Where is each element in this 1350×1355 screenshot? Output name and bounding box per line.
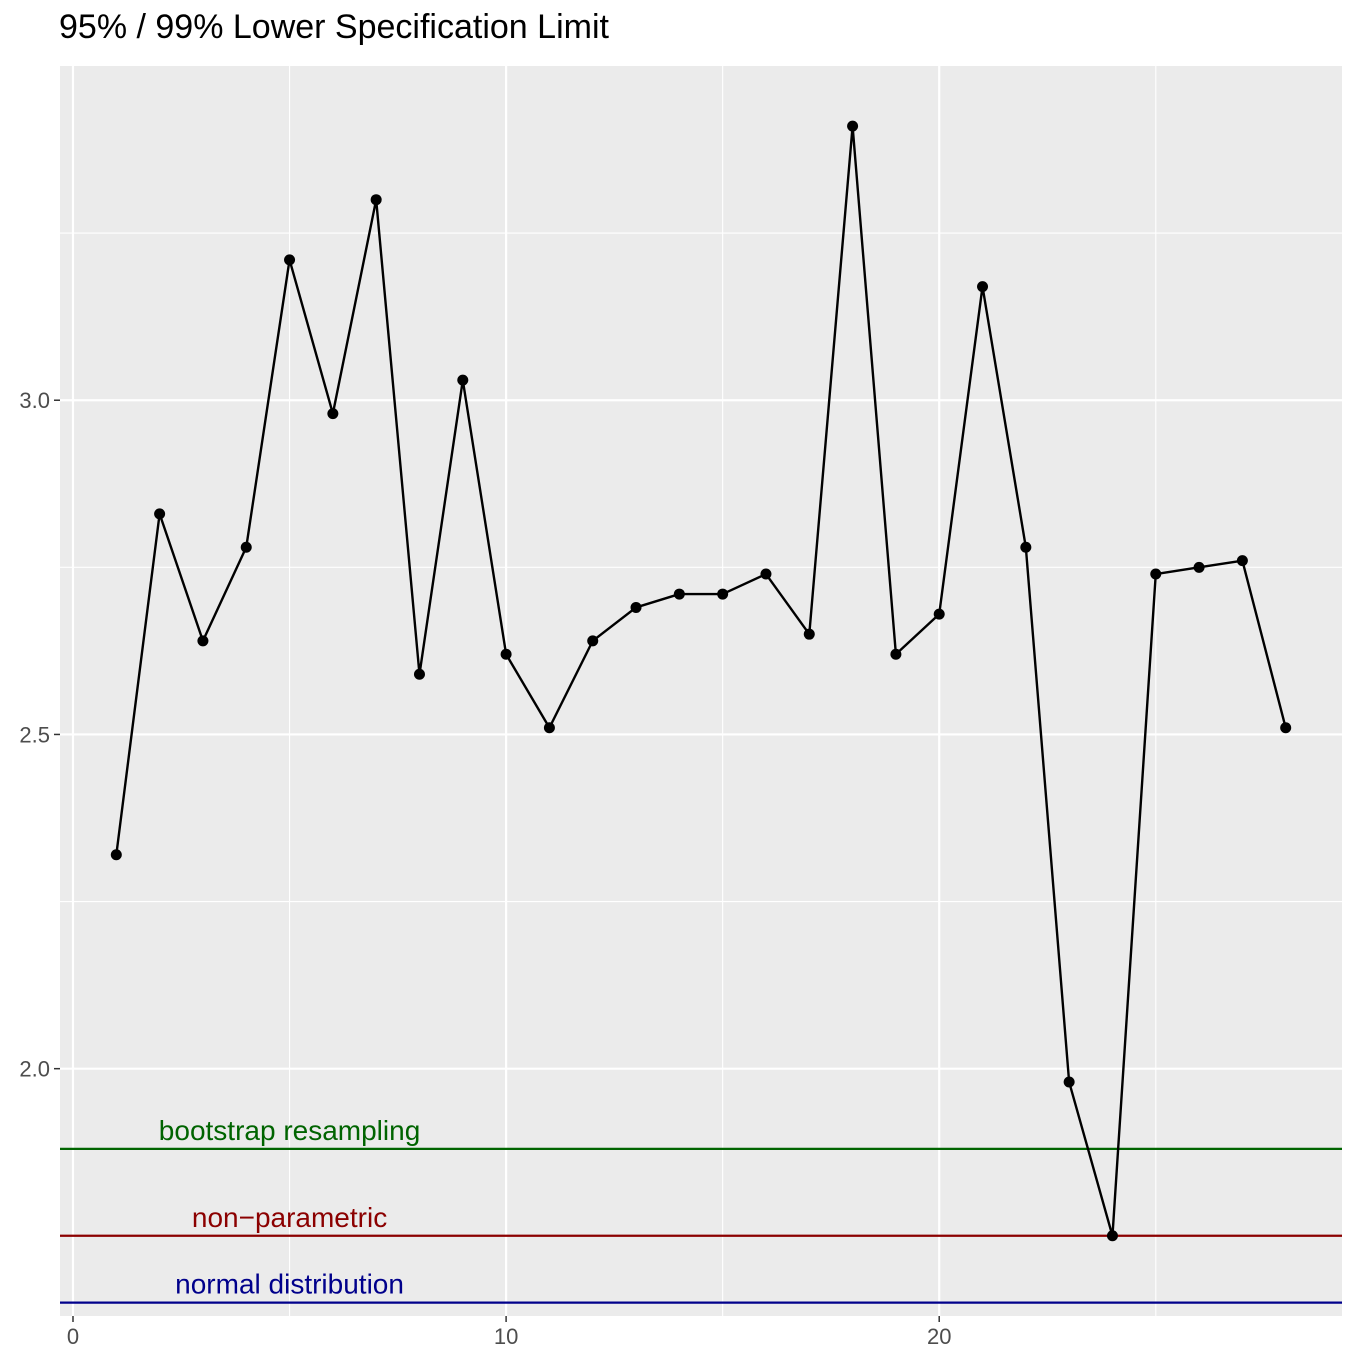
data-point — [760, 568, 772, 580]
reference-line-label: bootstrap resampling — [159, 1115, 420, 1146]
data-point — [673, 588, 685, 600]
data-point — [413, 668, 425, 680]
data-point — [717, 588, 729, 600]
data-point — [110, 849, 122, 861]
reference-line-label: non−parametric — [192, 1202, 387, 1233]
data-point — [933, 608, 945, 620]
reference-line-label: normal distribution — [175, 1269, 404, 1300]
data-point — [457, 374, 469, 386]
data-point — [1106, 1230, 1118, 1242]
data-point — [197, 635, 209, 647]
data-point — [1280, 722, 1292, 734]
data-point — [543, 722, 555, 734]
x-tick-label: 20 — [927, 1324, 951, 1349]
series-line — [115, 124, 1287, 1237]
data-point — [1150, 568, 1162, 580]
y-tick-label: 3.0 — [19, 388, 50, 413]
data-point — [327, 408, 339, 420]
data-point — [500, 648, 512, 660]
data-point — [630, 601, 642, 613]
y-tick-label: 2.5 — [19, 722, 50, 747]
data-point — [977, 281, 989, 293]
data-point — [587, 635, 599, 647]
data-point — [803, 628, 815, 640]
plot-panel — [60, 66, 1342, 1316]
x-tick-label: 10 — [494, 1324, 518, 1349]
data-point — [284, 254, 296, 266]
data-point — [240, 541, 252, 553]
data-point — [1063, 1076, 1075, 1088]
data-point — [1236, 555, 1248, 567]
data-point — [890, 648, 902, 660]
data-point — [370, 194, 382, 206]
chart-title: 95% / 99% Lower Specification Limit — [59, 8, 609, 46]
data-point — [847, 120, 859, 132]
data-point — [1193, 561, 1205, 573]
data-point — [154, 508, 166, 520]
x-tick-label: 0 — [67, 1324, 79, 1349]
y-tick-label: 2.0 — [19, 1057, 50, 1082]
data-point — [1020, 541, 1032, 553]
